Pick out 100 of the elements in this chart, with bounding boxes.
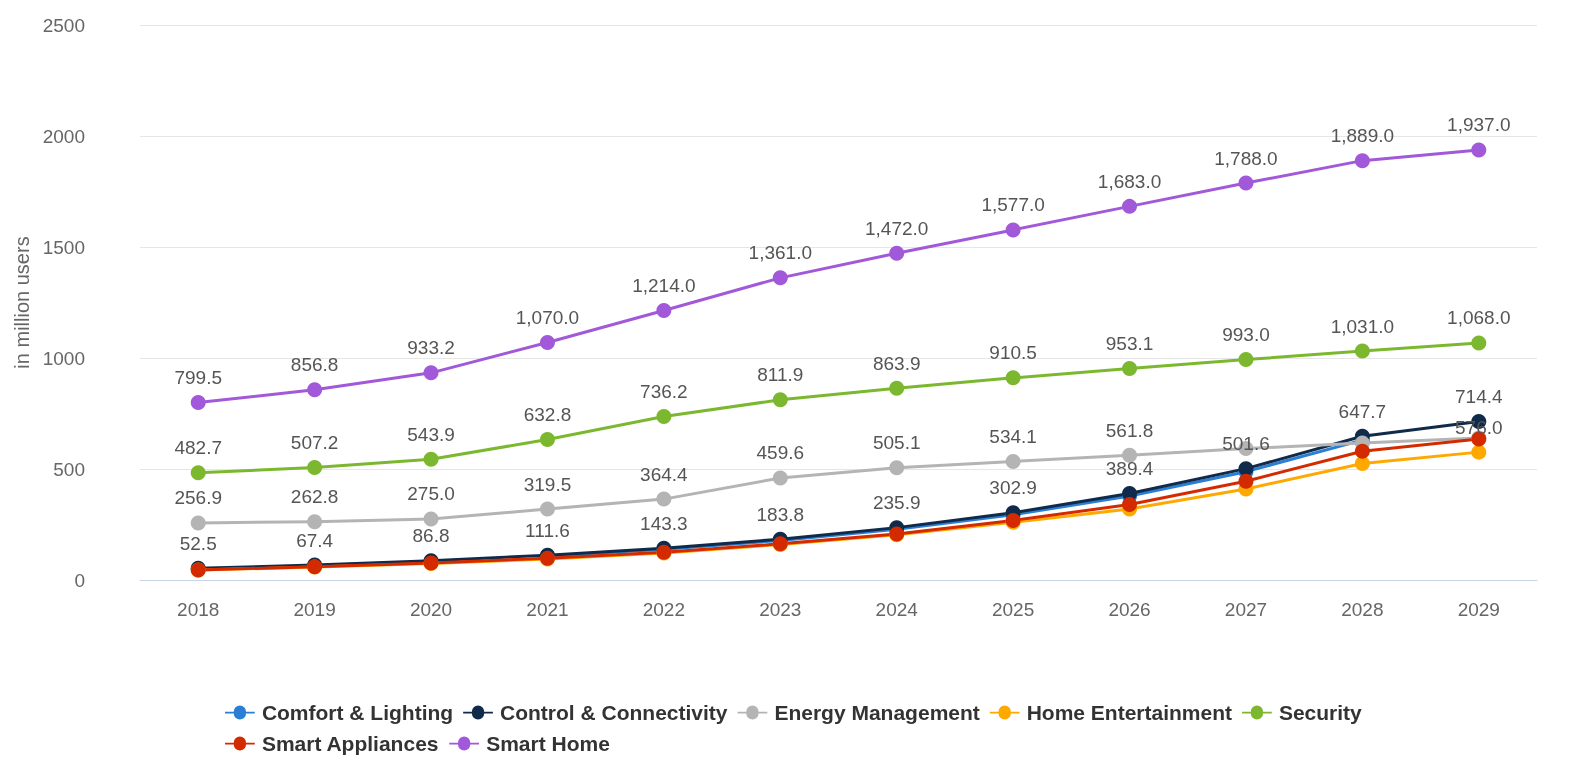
data-label: 143.3 <box>640 512 688 534</box>
point <box>1471 142 1487 158</box>
point <box>423 451 439 467</box>
data-label: 507.2 <box>290 431 339 453</box>
x-tick-label: 2018 <box>177 599 220 620</box>
data-label: 482.7 <box>174 437 222 459</box>
data-label: 501.6 <box>1222 433 1270 455</box>
legend-label: Control & Connectivity <box>500 701 728 724</box>
point <box>539 432 555 448</box>
data-label: 910.5 <box>989 342 1037 364</box>
data-label: 111.6 <box>525 519 570 541</box>
point <box>190 515 206 531</box>
x-tick-label: 2029 <box>1457 599 1500 620</box>
data-label: 183.8 <box>756 503 805 525</box>
point <box>1354 343 1370 359</box>
legend-label: Security <box>1278 701 1363 724</box>
data-label: 714.4 <box>1455 385 1503 407</box>
point <box>1354 153 1370 169</box>
data-label: 632.8 <box>523 404 572 426</box>
data-label: 647.7 <box>1338 400 1387 422</box>
data-label: 256.9 <box>174 487 222 509</box>
data-label: 389.4 <box>1105 458 1154 480</box>
point <box>1471 335 1487 351</box>
data-label: 543.9 <box>407 423 455 445</box>
data-label: 505.1 <box>872 432 921 454</box>
legend-label: Smart Home <box>486 732 610 755</box>
point <box>1238 175 1254 191</box>
point <box>772 270 788 286</box>
x-tick-label: 2027 <box>1224 599 1268 620</box>
point <box>307 514 323 530</box>
point <box>772 392 788 408</box>
point <box>1122 198 1138 214</box>
data-label: 1,683.0 <box>1097 170 1162 192</box>
data-label: 86.8 <box>412 525 450 547</box>
data-label: 534.1 <box>989 425 1037 447</box>
data-label: 953.1 <box>1105 332 1154 354</box>
point <box>656 303 672 318</box>
point <box>889 245 905 261</box>
point <box>656 491 672 507</box>
data-label: 561.8 <box>1105 419 1154 441</box>
point <box>656 409 672 425</box>
data-label: 1,361.0 <box>748 242 812 264</box>
y-tick-label: 2500 <box>42 14 85 36</box>
point <box>190 395 206 411</box>
data-label: 67.4 <box>296 529 334 551</box>
point <box>1354 455 1370 471</box>
data-label: 319.5 <box>523 473 572 495</box>
data-label: 993.0 <box>1222 324 1270 346</box>
data-label: 275.0 <box>407 483 455 505</box>
data-label: 856.8 <box>290 354 339 376</box>
point <box>1354 443 1370 459</box>
legend-label: Comfort & Lighting <box>261 701 454 724</box>
data-label: 1,937.0 <box>1447 114 1511 136</box>
point <box>190 465 206 481</box>
x-tick-label: 2019 <box>293 599 336 620</box>
legend-label: Smart Appliances <box>261 732 439 755</box>
point <box>1238 352 1254 368</box>
data-label: 1,070.0 <box>515 306 580 328</box>
data-label: 1,031.0 <box>1330 315 1395 337</box>
data-label: 1,068.0 <box>1447 307 1511 329</box>
data-label: 52.5 <box>179 532 217 554</box>
point <box>423 511 439 527</box>
point <box>772 470 788 486</box>
y-tick-label: 1000 <box>42 347 85 369</box>
data-label: 459.6 <box>756 442 805 464</box>
legend-label: Energy Management <box>774 701 980 724</box>
data-label: 364.4 <box>640 463 689 485</box>
point <box>1122 360 1138 376</box>
x-tick-label: 2028 <box>1341 599 1384 620</box>
point <box>889 460 905 476</box>
x-tick-label: 2025 <box>991 599 1035 620</box>
point <box>889 380 905 396</box>
data-label: 1,889.0 <box>1330 125 1395 147</box>
data-label: 302.9 <box>989 477 1037 499</box>
point <box>307 382 323 398</box>
data-label: 235.9 <box>872 492 921 514</box>
x-tick-label: 2024 <box>875 599 919 620</box>
point <box>1005 370 1021 386</box>
point <box>1122 447 1138 463</box>
data-label: 799.5 <box>174 367 222 389</box>
y-tick-label: 500 <box>53 458 85 480</box>
point <box>1471 444 1487 460</box>
data-label: 933.2 <box>407 337 455 359</box>
point <box>1122 497 1138 513</box>
data-label: 863.9 <box>872 352 921 374</box>
data-label: 1,472.0 <box>865 217 929 239</box>
x-tick-label: 2021 <box>526 599 569 620</box>
legend-label: Home Entertainment <box>1026 701 1233 724</box>
data-label: 736.2 <box>640 381 688 403</box>
y-axis-title: in million users <box>10 236 33 369</box>
x-tick-label: 2022 <box>642 599 686 620</box>
x-tick-label: 2023 <box>759 599 802 620</box>
y-tick-label: 0 <box>74 569 85 591</box>
point <box>539 501 555 517</box>
x-tick-label: 2020 <box>409 599 453 620</box>
x-tick-label: 2026 <box>1108 599 1151 620</box>
data-label: 1,577.0 <box>981 194 1045 216</box>
point <box>1238 473 1254 489</box>
data-label: 811.9 <box>757 364 804 386</box>
point <box>1005 453 1021 469</box>
